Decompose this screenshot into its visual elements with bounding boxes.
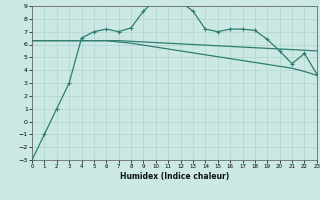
X-axis label: Humidex (Indice chaleur): Humidex (Indice chaleur) (120, 172, 229, 181)
